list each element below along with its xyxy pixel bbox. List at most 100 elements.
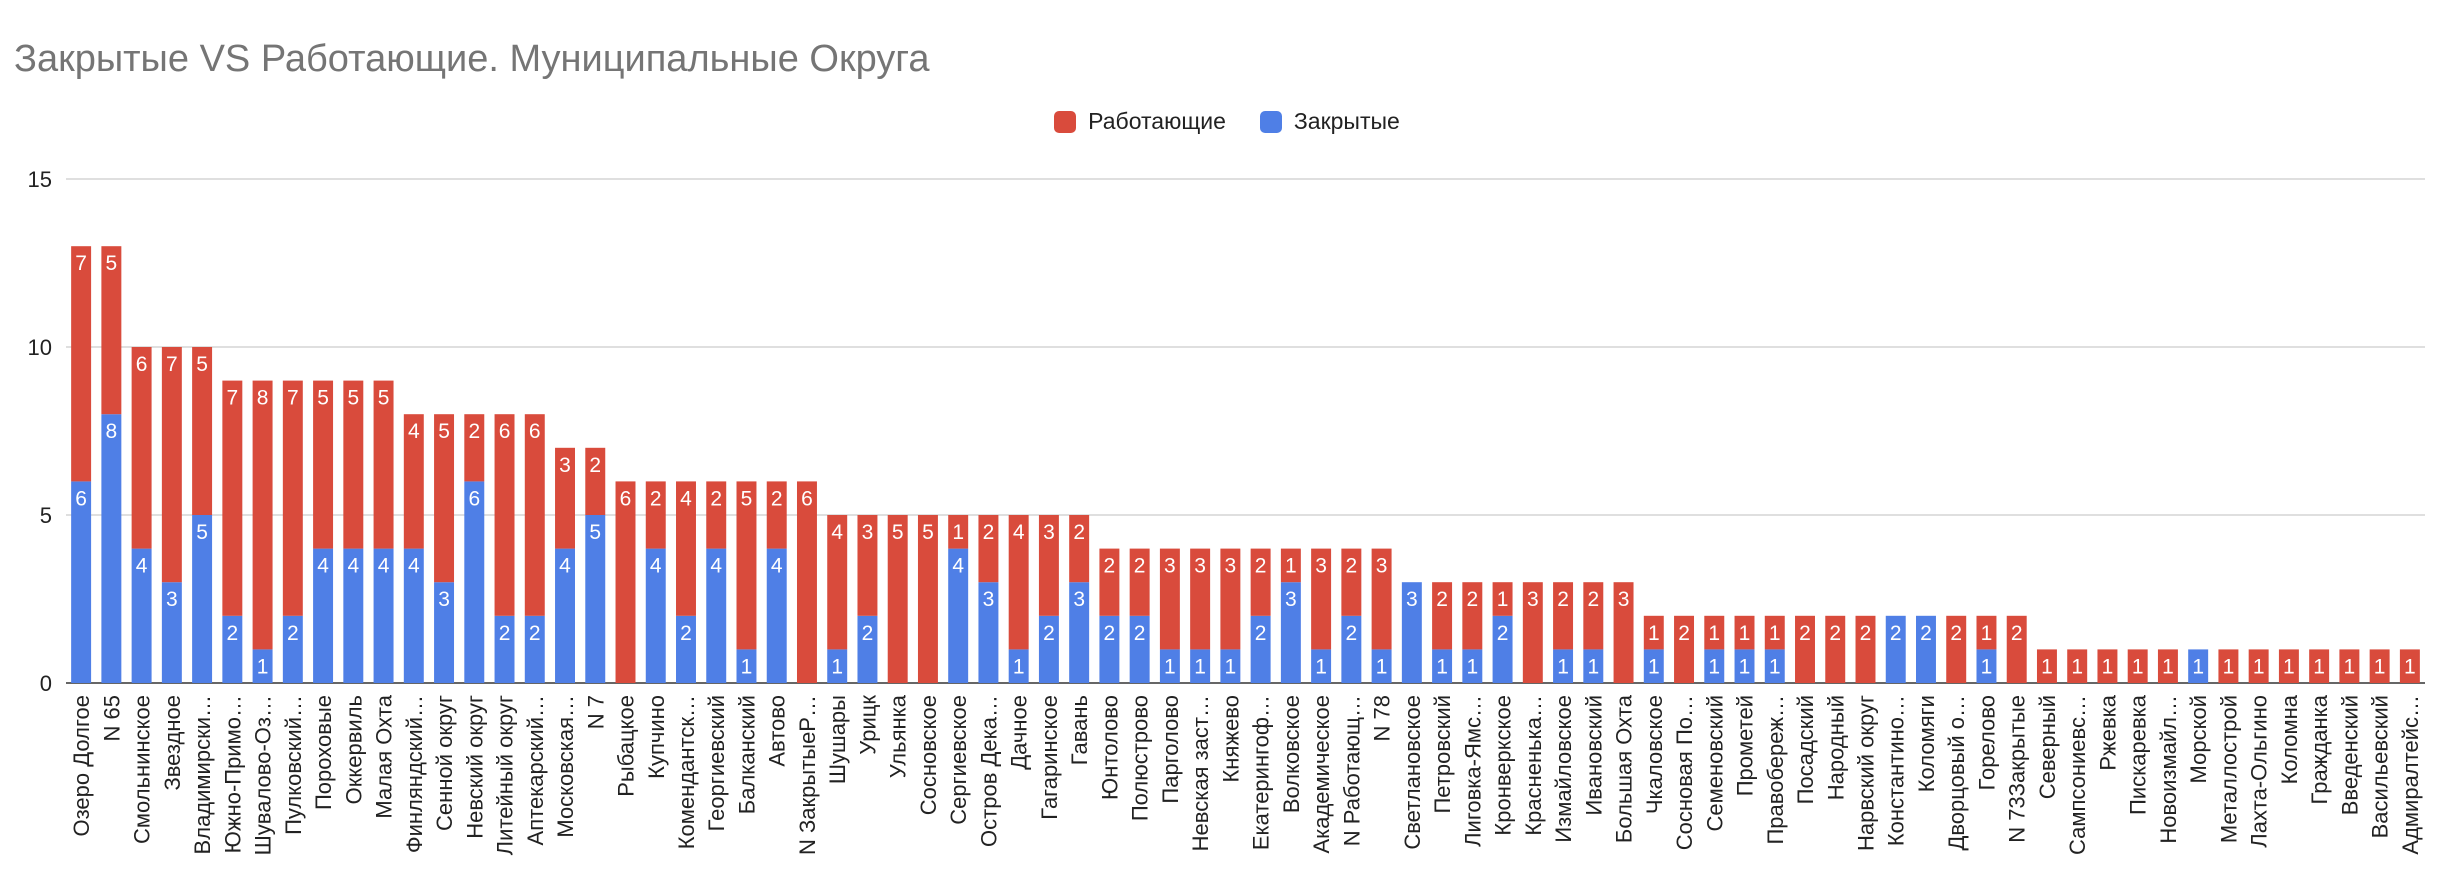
bar-working[interactable] — [615, 481, 636, 683]
bar-working[interactable] — [71, 246, 92, 482]
bar-working[interactable] — [2399, 649, 2420, 683]
bar-working[interactable] — [524, 414, 545, 616]
bar-working[interactable] — [1583, 582, 1604, 650]
bar-closed[interactable] — [1583, 649, 1604, 683]
bar-closed[interactable] — [222, 615, 243, 683]
bar-closed[interactable] — [1341, 615, 1362, 683]
bar-working[interactable] — [2067, 649, 2088, 683]
legend-item-working[interactable]: Работающие — [1054, 108, 1226, 135]
bar-closed[interactable] — [1280, 582, 1301, 683]
bar-working[interactable] — [282, 380, 303, 616]
bar-closed[interactable] — [101, 414, 122, 683]
bar-closed[interactable] — [343, 548, 364, 683]
bar-closed[interactable] — [192, 515, 213, 683]
bar-closed[interactable] — [1643, 649, 1664, 683]
bar-closed[interactable] — [313, 548, 334, 683]
bar-working[interactable] — [917, 515, 938, 683]
bar-working[interactable] — [555, 447, 575, 549]
bar-working[interactable] — [373, 380, 394, 549]
bar-closed[interactable] — [555, 548, 575, 683]
bar-closed[interactable] — [736, 649, 757, 683]
bar-working[interactable] — [192, 347, 213, 515]
bar-working[interactable] — [1159, 548, 1180, 650]
bar-working[interactable] — [1704, 615, 1725, 650]
bar-closed[interactable] — [948, 548, 969, 683]
bar-working[interactable] — [645, 481, 666, 549]
bar-closed[interactable] — [1704, 649, 1725, 683]
bar-closed[interactable] — [1885, 615, 1906, 683]
bar-working[interactable] — [766, 481, 787, 549]
bar-closed[interactable] — [706, 548, 727, 683]
bar-working[interactable] — [313, 380, 334, 549]
bar-closed[interactable] — [71, 481, 92, 683]
bar-working[interactable] — [2036, 649, 2057, 683]
bar-closed[interactable] — [252, 649, 273, 683]
bar-closed[interactable] — [282, 615, 303, 683]
bar-working[interactable] — [736, 481, 757, 650]
bar-working[interactable] — [2218, 649, 2239, 683]
bar-working[interactable] — [494, 414, 515, 616]
bar-closed[interactable] — [373, 548, 394, 683]
bar-closed[interactable] — [1764, 649, 1785, 683]
bar-working[interactable] — [978, 515, 999, 583]
bar-working[interactable] — [2278, 649, 2299, 683]
bar-working[interactable] — [1976, 615, 1997, 650]
bar-working[interactable] — [2127, 649, 2148, 683]
bar-working[interactable] — [1553, 582, 1574, 650]
bar-working[interactable] — [131, 347, 152, 549]
bar-working[interactable] — [1734, 615, 1755, 650]
bar-closed[interactable] — [2188, 649, 2209, 683]
bar-closed[interactable] — [1250, 615, 1271, 683]
bar-closed[interactable] — [1492, 615, 1513, 683]
bar-closed[interactable] — [1038, 615, 1059, 683]
bar-closed[interactable] — [1553, 649, 1574, 683]
bar-working[interactable] — [2006, 615, 2027, 683]
bar-closed[interactable] — [131, 548, 152, 683]
bar-working[interactable] — [252, 380, 273, 650]
bar-closed[interactable] — [494, 615, 515, 683]
bar-working[interactable] — [2339, 649, 2360, 683]
bar-working[interactable] — [706, 481, 727, 549]
bar-working[interactable] — [585, 447, 606, 515]
bar-closed[interactable] — [645, 548, 666, 683]
bar-working[interactable] — [464, 414, 485, 482]
bar-working[interactable] — [676, 481, 696, 616]
bar-working[interactable] — [1069, 515, 1090, 583]
bar-working[interactable] — [403, 414, 424, 549]
bar-working[interactable] — [1522, 582, 1543, 683]
bar-working[interactable] — [1643, 615, 1664, 650]
bar-working[interactable] — [1371, 548, 1392, 650]
bar-closed[interactable] — [1069, 582, 1090, 683]
bar-closed[interactable] — [1190, 649, 1211, 683]
bar-working[interactable] — [1129, 548, 1150, 616]
bar-working[interactable] — [1492, 582, 1513, 616]
bar-working[interactable] — [1311, 548, 1332, 650]
bar-working[interactable] — [887, 515, 908, 683]
bar-closed[interactable] — [524, 615, 545, 683]
bar-working[interactable] — [161, 347, 182, 583]
bar-working[interactable] — [222, 380, 243, 616]
bar-working[interactable] — [2369, 649, 2390, 683]
bar-working[interactable] — [1795, 615, 1815, 683]
bar-working[interactable] — [948, 515, 969, 549]
bar-closed[interactable] — [1462, 649, 1483, 683]
bar-closed[interactable] — [1129, 615, 1150, 683]
bar-working[interactable] — [1008, 515, 1029, 650]
bar-working[interactable] — [1190, 548, 1211, 650]
bar-working[interactable] — [2248, 649, 2269, 683]
bar-closed[interactable] — [766, 548, 787, 683]
bar-working[interactable] — [1220, 548, 1241, 650]
bar-closed[interactable] — [1159, 649, 1180, 683]
bar-working[interactable] — [1946, 615, 1967, 683]
bar-working[interactable] — [1341, 548, 1362, 616]
bar-closed[interactable] — [1220, 649, 1241, 683]
bar-working[interactable] — [1250, 548, 1271, 616]
bar-closed[interactable] — [403, 548, 424, 683]
bar-closed[interactable] — [1916, 615, 1936, 683]
bar-working[interactable] — [2309, 649, 2330, 683]
bar-working[interactable] — [1432, 582, 1453, 650]
bar-working[interactable] — [1099, 548, 1120, 616]
bar-closed[interactable] — [857, 615, 878, 683]
bar-closed[interactable] — [1008, 649, 1029, 683]
bar-working[interactable] — [1825, 615, 1846, 683]
